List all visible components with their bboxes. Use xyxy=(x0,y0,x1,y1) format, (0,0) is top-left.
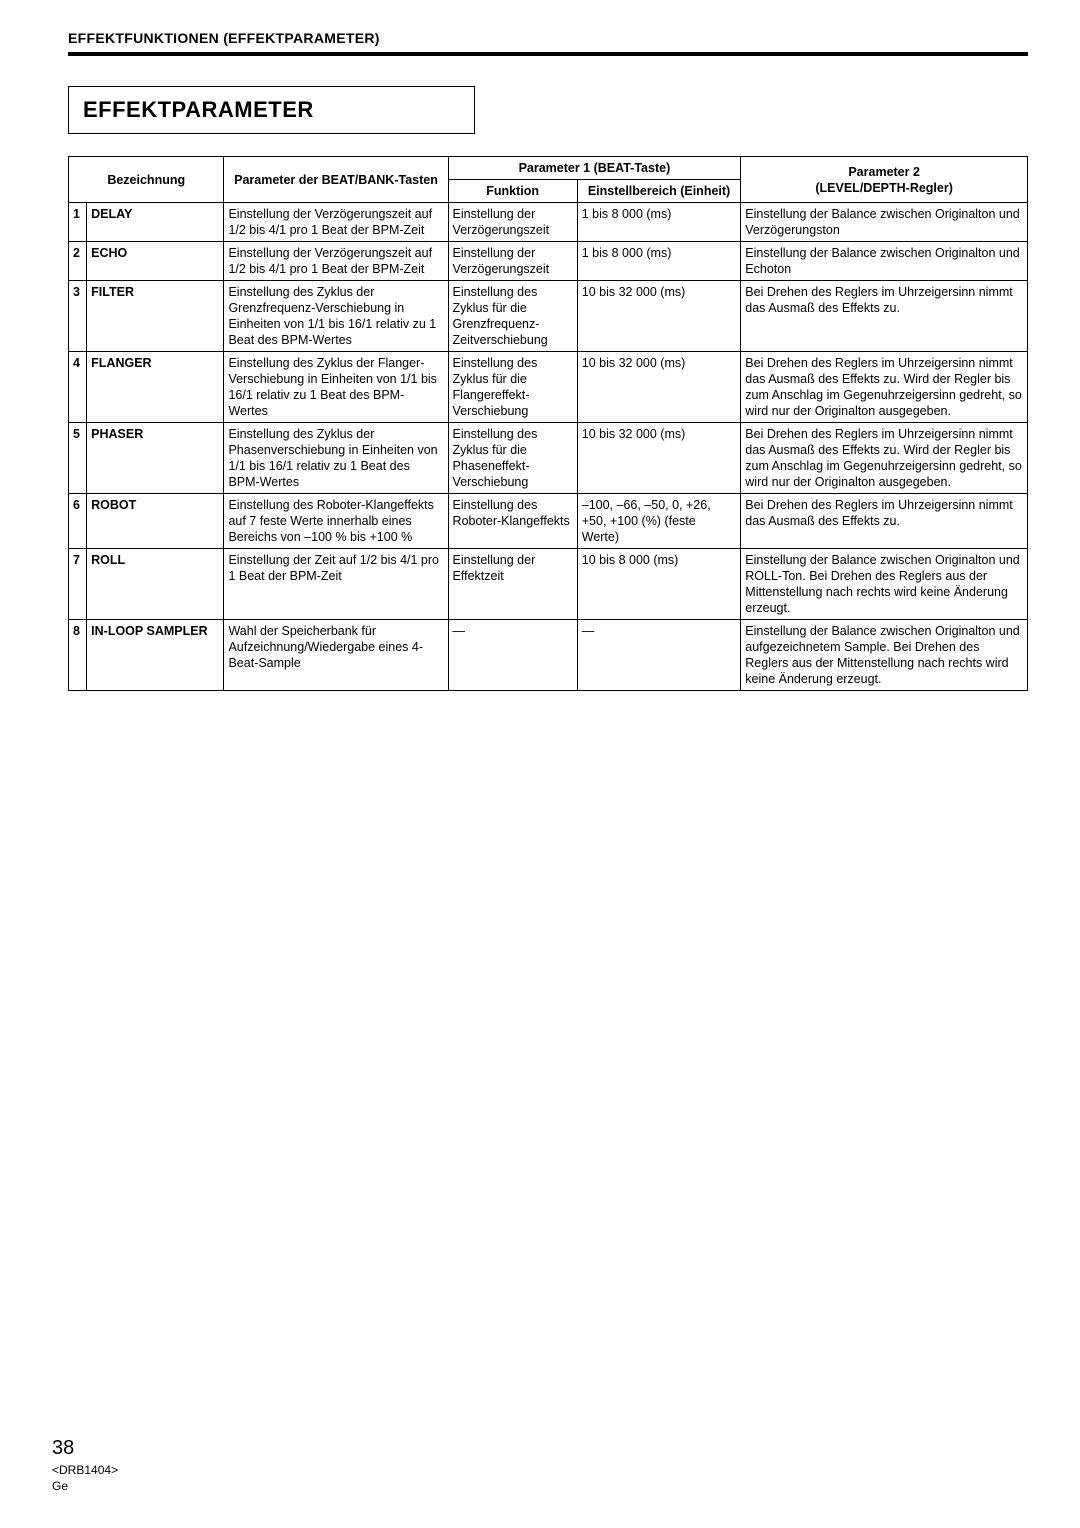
table-row: 8 IN-LOOP SAMPLER Wahl der Speicherbank … xyxy=(69,620,1028,691)
row-name: IN-LOOP SAMPLER xyxy=(87,620,224,691)
header-rule xyxy=(68,52,1028,56)
row-funk: Einstellung des Zyklus für die Grenzfreq… xyxy=(448,281,577,352)
th-funktion: Funktion xyxy=(448,180,577,203)
th-param2: Parameter 2 (LEVEL/DEPTH-Regler) xyxy=(741,157,1028,203)
row-beat: Wahl der Speicherbank für Aufzeichnung/W… xyxy=(224,620,448,691)
table-row: 4 FLANGER Einstellung des Zyklus der Fla… xyxy=(69,352,1028,423)
row-num: 5 xyxy=(69,423,87,494)
row-name: FILTER xyxy=(87,281,224,352)
row-funk: Einstellung des Zyklus für die Flangeref… xyxy=(448,352,577,423)
row-lvl: Bei Drehen des Reglers im Uhrzeigersinn … xyxy=(741,494,1028,549)
th-einstellbereich: Einstellbereich (Einheit) xyxy=(577,180,741,203)
row-funk: Einstellung der Effektzeit xyxy=(448,549,577,620)
row-num: 4 xyxy=(69,352,87,423)
row-lvl: Einstellung der Balance zwischen Origina… xyxy=(741,620,1028,691)
row-range: 1 bis 8 000 (ms) xyxy=(577,203,741,242)
table-row: 5 PHASER Einstellung des Zyklus der Phas… xyxy=(69,423,1028,494)
row-num: 6 xyxy=(69,494,87,549)
row-beat: Einstellung der Verzögerungszeit auf 1/2… xyxy=(224,242,448,281)
doc-code: <DRB1404> xyxy=(52,1462,118,1478)
th-bezeichnung: Bezeichnung xyxy=(69,157,224,203)
row-num: 2 xyxy=(69,242,87,281)
row-range: –100, –66, –50, 0, +26, +50, +100 (%) (f… xyxy=(577,494,741,549)
row-funk: — xyxy=(448,620,577,691)
row-lvl: Einstellung der Balance zwischen Origina… xyxy=(741,549,1028,620)
row-name: ECHO xyxy=(87,242,224,281)
page-footer: 38 <DRB1404> Ge xyxy=(52,1435,118,1494)
row-name: DELAY xyxy=(87,203,224,242)
row-num: 1 xyxy=(69,203,87,242)
row-funk: Einstellung der Verzögerungszeit xyxy=(448,242,577,281)
row-num: 7 xyxy=(69,549,87,620)
row-beat: Einstellung der Zeit auf 1/2 bis 4/1 pro… xyxy=(224,549,448,620)
table-head: Bezeichnung Parameter der BEAT/BANK-Tast… xyxy=(69,157,1028,203)
table-row: 2 ECHO Einstellung der Verzögerungszeit … xyxy=(69,242,1028,281)
row-beat: Einstellung des Roboter-Klangeffekts auf… xyxy=(224,494,448,549)
row-funk: Einstellung des Roboter-Klangeffekts xyxy=(448,494,577,549)
row-range: 10 bis 8 000 (ms) xyxy=(577,549,741,620)
running-header: EFFEKTFUNKTIONEN (EFFEKTPARAMETER) xyxy=(68,30,1028,46)
table-row: 1 DELAY Einstellung der Verzögerungszeit… xyxy=(69,203,1028,242)
row-beat: Einstellung der Verzögerungszeit auf 1/2… xyxy=(224,203,448,242)
row-beat: Einstellung des Zyklus der Grenzfrequenz… xyxy=(224,281,448,352)
row-funk: Einstellung der Verzögerungszeit xyxy=(448,203,577,242)
table-row: 7 ROLL Einstellung der Zeit auf 1/2 bis … xyxy=(69,549,1028,620)
row-range: 1 bis 8 000 (ms) xyxy=(577,242,741,281)
row-funk: Einstellung des Zyklus für die Phaseneff… xyxy=(448,423,577,494)
row-name: ROLL xyxy=(87,549,224,620)
row-range: 10 bis 32 000 (ms) xyxy=(577,281,741,352)
row-lvl: Einstellung der Balance zwischen Origina… xyxy=(741,203,1028,242)
table-row: 3 FILTER Einstellung des Zyklus der Gren… xyxy=(69,281,1028,352)
row-range: — xyxy=(577,620,741,691)
th-param1: Parameter 1 (BEAT-Taste) xyxy=(448,157,741,180)
row-lvl: Bei Drehen des Reglers im Uhrzeigersinn … xyxy=(741,281,1028,352)
row-range: 10 bis 32 000 (ms) xyxy=(577,352,741,423)
row-name: ROBOT xyxy=(87,494,224,549)
row-beat: Einstellung des Zyklus der Flanger-Versc… xyxy=(224,352,448,423)
row-num: 3 xyxy=(69,281,87,352)
table-body: 1 DELAY Einstellung der Verzögerungszeit… xyxy=(69,203,1028,691)
row-beat: Einstellung des Zyklus der Phasenverschi… xyxy=(224,423,448,494)
row-num: 8 xyxy=(69,620,87,691)
row-name: FLANGER xyxy=(87,352,224,423)
row-lvl: Bei Drehen des Reglers im Uhrzeigersinn … xyxy=(741,423,1028,494)
th-beat-bank: Parameter der BEAT/BANK-Tasten xyxy=(224,157,448,203)
lang-code: Ge xyxy=(52,1478,118,1494)
table-row: 6 ROBOT Einstellung des Roboter-Klangeff… xyxy=(69,494,1028,549)
row-lvl: Einstellung der Balance zwischen Origina… xyxy=(741,242,1028,281)
section-title: EFFEKTPARAMETER xyxy=(68,86,475,134)
row-lvl: Bei Drehen des Reglers im Uhrzeigersinn … xyxy=(741,352,1028,423)
effect-parameter-table: Bezeichnung Parameter der BEAT/BANK-Tast… xyxy=(68,156,1028,691)
row-name: PHASER xyxy=(87,423,224,494)
row-range: 10 bis 32 000 (ms) xyxy=(577,423,741,494)
page-number: 38 xyxy=(52,1435,118,1462)
